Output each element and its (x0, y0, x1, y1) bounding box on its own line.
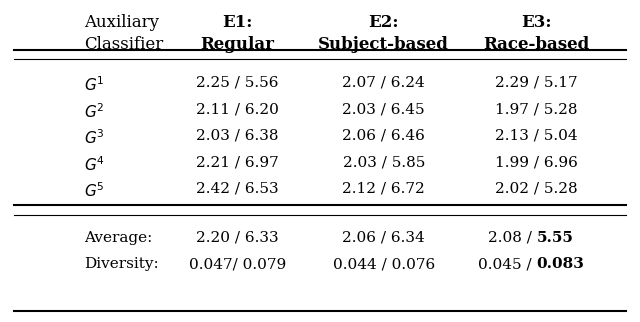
Text: 2.06 / 6.34: 2.06 / 6.34 (342, 231, 425, 245)
Text: Regular: Regular (200, 36, 274, 53)
Text: Race-based: Race-based (484, 36, 590, 53)
Text: 2.07 / 6.24: 2.07 / 6.24 (342, 76, 425, 90)
Text: 2.25 / 5.56: 2.25 / 5.56 (196, 76, 278, 90)
Text: 0.083: 0.083 (537, 258, 584, 271)
Text: 2.03 / 5.85: 2.03 / 5.85 (342, 155, 425, 169)
Text: E3:: E3: (522, 14, 552, 31)
Text: 1.97 / 5.28: 1.97 / 5.28 (495, 102, 578, 116)
Text: $G^2$: $G^2$ (84, 102, 105, 121)
Text: Auxiliary: Auxiliary (84, 14, 159, 31)
Text: 2.13 / 5.04: 2.13 / 5.04 (495, 129, 578, 143)
Text: 2.08 /: 2.08 / (488, 231, 537, 245)
Text: 2.03 / 6.38: 2.03 / 6.38 (196, 129, 278, 143)
Text: E1:: E1: (222, 14, 252, 31)
Text: 5.55: 5.55 (537, 231, 573, 245)
Text: 2.02 / 5.28: 2.02 / 5.28 (495, 182, 578, 196)
Text: $G^4$: $G^4$ (84, 155, 106, 174)
Text: $G^5$: $G^5$ (84, 182, 105, 200)
Text: 0.047/ 0.079: 0.047/ 0.079 (189, 258, 286, 271)
Text: 0.044 / 0.076: 0.044 / 0.076 (333, 258, 435, 271)
Text: E2:: E2: (369, 14, 399, 31)
Text: Average:: Average: (84, 231, 152, 245)
Text: 2.21 / 6.97: 2.21 / 6.97 (196, 155, 278, 169)
Text: 2.42 / 6.53: 2.42 / 6.53 (196, 182, 278, 196)
Text: 0.045 /: 0.045 / (478, 258, 537, 271)
Text: 2.20 / 6.33: 2.20 / 6.33 (196, 231, 278, 245)
Text: Classifier: Classifier (84, 36, 163, 53)
Text: 2.29 / 5.17: 2.29 / 5.17 (495, 76, 578, 90)
Text: $G^1$: $G^1$ (84, 76, 105, 94)
Text: 2.03 / 6.45: 2.03 / 6.45 (342, 102, 425, 116)
Text: Diversity:: Diversity: (84, 258, 159, 271)
Text: 2.06 / 6.46: 2.06 / 6.46 (342, 129, 425, 143)
Text: $G^3$: $G^3$ (84, 129, 105, 147)
Text: 2.12 / 6.72: 2.12 / 6.72 (342, 182, 425, 196)
Text: Subject-based: Subject-based (318, 36, 449, 53)
Text: 1.99 / 6.96: 1.99 / 6.96 (495, 155, 578, 169)
Text: 2.11 / 6.20: 2.11 / 6.20 (196, 102, 278, 116)
